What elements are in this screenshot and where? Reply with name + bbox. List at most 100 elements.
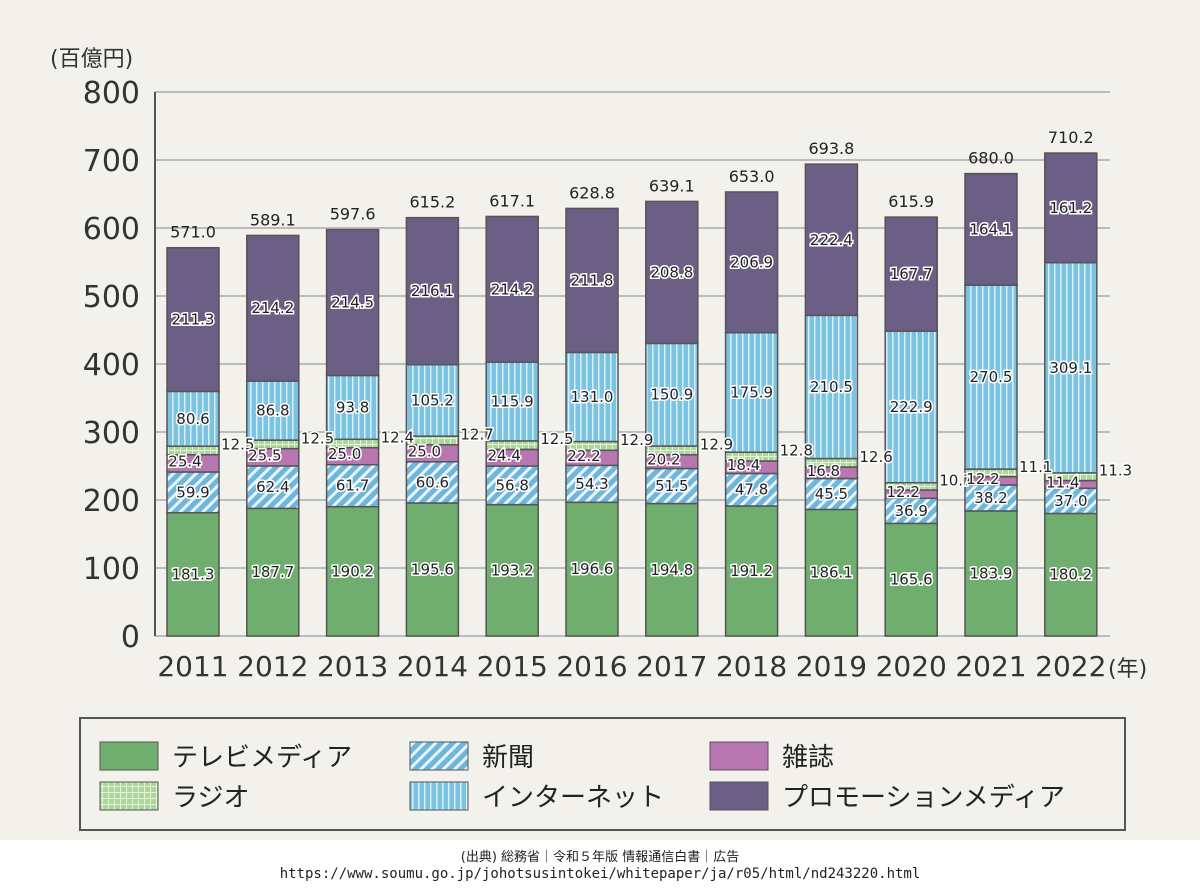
x-tick-label: 2021 [955, 650, 1026, 683]
data-label: 80.6 [176, 410, 209, 428]
y-tick-label: 0 [121, 620, 140, 655]
data-label: 180.2 [1049, 566, 1092, 584]
data-label: 191.2 [730, 562, 773, 580]
bar-segment [884, 522, 938, 637]
data-label: 11.4 [1046, 473, 1079, 491]
stacked-bar-chart: 0 100 200 300 400 500 600 700 800 181.3 59.9 25.4 12… [50, 47, 1147, 831]
x-tick-label: 2016 [556, 650, 627, 683]
data-label: 93.8 [336, 398, 369, 416]
legend-label: 新聞 [482, 743, 534, 773]
y-axis-unit: (百億円) [50, 47, 133, 72]
total-label: 680.0 [968, 149, 1014, 168]
x-tick-label: 2011 [157, 650, 228, 683]
bar-segment [645, 342, 699, 447]
y-tick-label: 100 [83, 552, 140, 587]
data-label: 150.9 [650, 386, 693, 404]
data-label: 165.6 [890, 571, 933, 589]
y-tick-label: 300 [83, 416, 140, 451]
y-tick-label: 200 [83, 484, 140, 519]
data-label: 16.8 [807, 462, 840, 480]
total-label: 710.2 [1048, 128, 1094, 147]
data-label: 12.8 [780, 442, 813, 460]
y-tick-label: 700 [83, 144, 140, 179]
data-label: 181.3 [172, 565, 215, 583]
total-label: 693.8 [808, 139, 854, 158]
x-tick-label: 2012 [237, 650, 308, 683]
data-label: 183.9 [970, 564, 1013, 582]
bar-segment [964, 484, 1018, 512]
data-label: 36.9 [894, 502, 927, 520]
bar-segment [246, 507, 300, 637]
bar-segment [804, 163, 859, 317]
legend-swatch [99, 741, 159, 771]
legend-swatch [709, 741, 769, 771]
data-label: 12.9 [700, 435, 733, 453]
bar-segment [884, 216, 938, 332]
total-label: 628.8 [569, 183, 615, 202]
data-label: 190.2 [331, 562, 374, 580]
data-label: 12.6 [859, 448, 892, 466]
data-label: 206.9 [730, 253, 773, 271]
x-axis-unit: (年) [1108, 657, 1147, 682]
bar-segment [405, 216, 460, 366]
data-label: 62.4 [256, 478, 289, 496]
data-label: 12.4 [381, 428, 414, 446]
bar-segment [325, 505, 380, 637]
data-label: 61.7 [336, 477, 369, 495]
data-label: 86.8 [256, 402, 289, 420]
bar-segment [485, 503, 539, 637]
x-tick-label: 2020 [876, 650, 947, 683]
data-label: 59.9 [176, 483, 209, 501]
x-tick-label: 2014 [397, 650, 468, 683]
bar-segment [405, 502, 460, 637]
data-label: 51.5 [655, 477, 688, 495]
data-label: 194.8 [650, 561, 693, 579]
data-label: 161.2 [1049, 199, 1092, 217]
data-label: 222.9 [890, 398, 933, 416]
data-label: 115.9 [491, 393, 534, 411]
data-label: 11.1 [1019, 458, 1052, 476]
data-label: 208.8 [650, 263, 693, 281]
chart-area: 0 100 200 300 400 500 600 700 800 181.3 59.9 25.4 12… [0, 0, 1200, 840]
legend-label: インターネット [482, 783, 664, 813]
bar-segment [246, 380, 300, 441]
total-label: 571.0 [170, 223, 216, 242]
bar-segment [645, 502, 699, 637]
data-label: 18.4 [727, 456, 760, 474]
y-tick-label: 500 [83, 280, 140, 315]
total-label: 617.1 [489, 191, 535, 210]
bar-segment [565, 464, 619, 504]
data-label: 193.2 [491, 561, 534, 579]
data-label: 12.7 [460, 425, 493, 443]
data-label: 38.2 [974, 489, 1007, 507]
bar-segment [565, 207, 619, 354]
data-label: 12.2 [966, 470, 999, 488]
data-label: 54.3 [575, 475, 608, 493]
total-label: 589.1 [250, 210, 296, 229]
data-label: 60.6 [416, 473, 449, 491]
source-url[interactable]: https://www.soumu.go.jp/johotsusintokei/… [279, 866, 921, 882]
data-label: 12.5 [221, 435, 254, 453]
data-label: 210.5 [810, 378, 853, 396]
bar-segment [565, 351, 619, 443]
data-label: 25.4 [168, 452, 201, 470]
data-label: 12.5 [540, 430, 573, 448]
bar-segment [724, 505, 779, 637]
legend-swatch [409, 741, 469, 771]
bar-segment [246, 234, 300, 382]
bar-segment [325, 228, 380, 377]
bar-segment [804, 314, 859, 460]
data-label: 167.7 [890, 265, 933, 283]
total-label: 615.2 [409, 193, 455, 212]
data-label: 214.5 [331, 294, 374, 312]
data-label: 196.6 [571, 560, 614, 578]
data-label: 214.2 [491, 280, 534, 298]
data-label: 186.1 [810, 564, 853, 582]
data-label: 211.8 [571, 271, 614, 289]
bar-segment [485, 465, 539, 506]
total-label: 615.9 [888, 192, 934, 211]
x-tick-label: 2017 [636, 650, 707, 683]
data-label: 309.1 [1049, 359, 1092, 377]
data-label: 12.5 [301, 429, 334, 447]
